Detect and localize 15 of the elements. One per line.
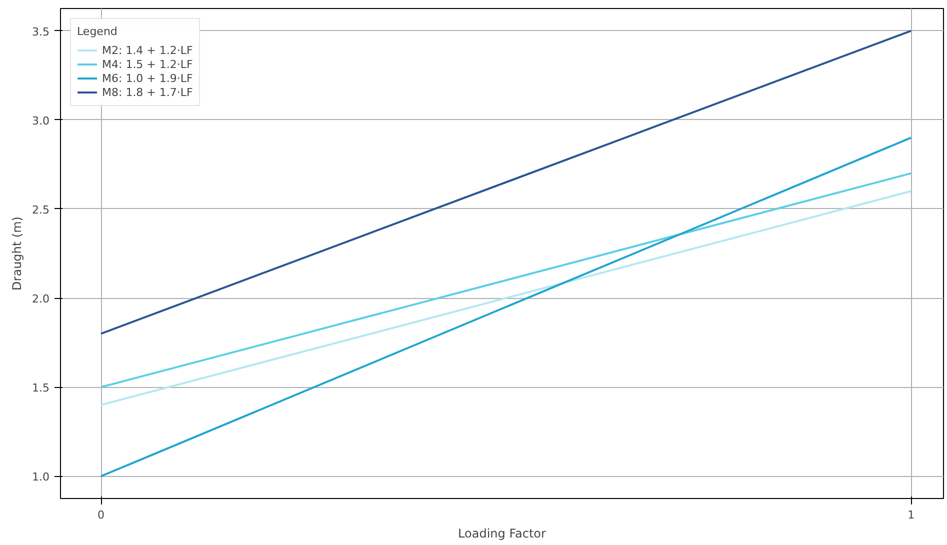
x-tick-label: 1 [908,508,915,522]
y-tick-label: 2.0 [32,292,50,306]
y-tick-label: 1.0 [32,470,50,484]
y-tick-label: 3.0 [32,114,50,128]
legend-label: M8: 1.8 + 1.7·LF [102,85,193,99]
y-tick-label: 3.5 [32,25,50,38]
legend-label: M4: 1.5 + 1.2·LF [102,57,193,71]
x-tick-label: 0 [98,508,105,522]
y-axis-title: Draught (m) [10,216,24,290]
legend-title: Legend [77,25,118,38]
y-tick-label: 1.5 [32,382,50,395]
legend-label: M6: 1.0 + 1.9·LF [102,71,193,85]
legend-label: M2: 1.4 + 1.2·LF [102,43,193,57]
x-axis-title: Loading Factor [458,526,546,540]
y-tick-label: 2.5 [32,203,50,216]
